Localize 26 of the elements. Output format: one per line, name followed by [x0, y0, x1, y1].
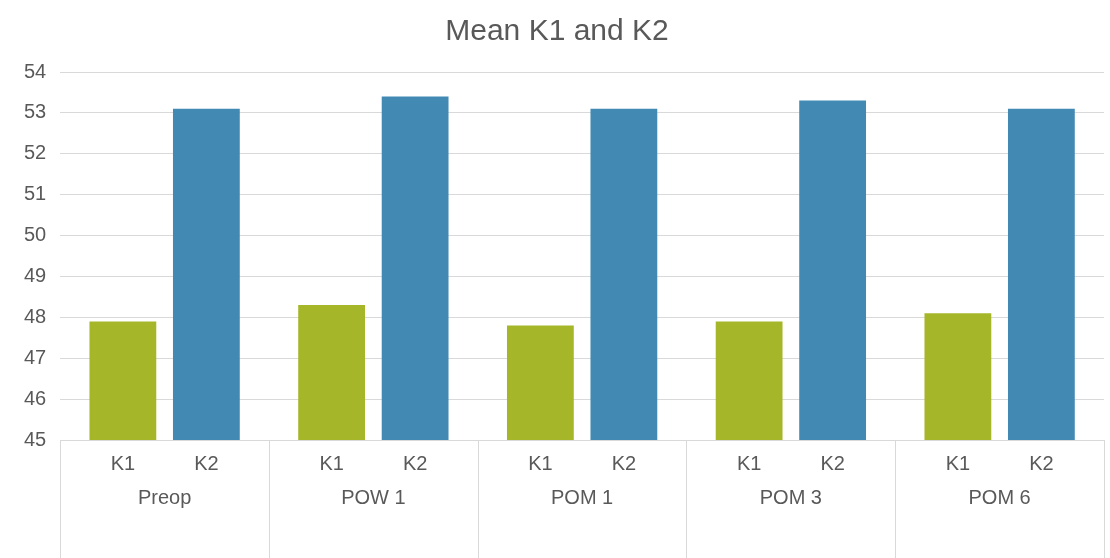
text: K1 [736, 451, 762, 474]
x-tick-label: Preop [137, 485, 192, 508]
x-tick-label: POM 1 [551, 485, 614, 508]
text: K1 [945, 451, 971, 474]
series-label: K2 [402, 451, 428, 474]
y-tick-label: 46 [24, 386, 47, 409]
x-tick-label: POW 1 [341, 485, 406, 508]
y-tick-label: 51 [24, 182, 47, 205]
y-tick-label: 54 [24, 59, 47, 82]
chart-title: Mean K1 and K2 [445, 13, 669, 47]
text: K2 [820, 451, 845, 474]
text: K2 [611, 451, 637, 474]
y-tick-label: 52 [24, 141, 47, 164]
text: K2 [194, 451, 219, 474]
y-tick-label: 50 [24, 223, 47, 246]
y-tick-label: 45 [24, 427, 47, 450]
text: K1 [110, 451, 136, 474]
x-tick-label: POM 3 [759, 485, 822, 508]
text: K2 [1029, 451, 1054, 474]
y-tick-label: 53 [24, 100, 47, 123]
y-tick-label: 47 [24, 345, 47, 368]
series-label: K1 [319, 451, 344, 474]
x-tick-label: POM 6 [968, 485, 1031, 508]
text: K1 [528, 451, 553, 474]
y-tick-label: 49 [24, 263, 47, 286]
y-tick-label: 48 [24, 304, 47, 327]
